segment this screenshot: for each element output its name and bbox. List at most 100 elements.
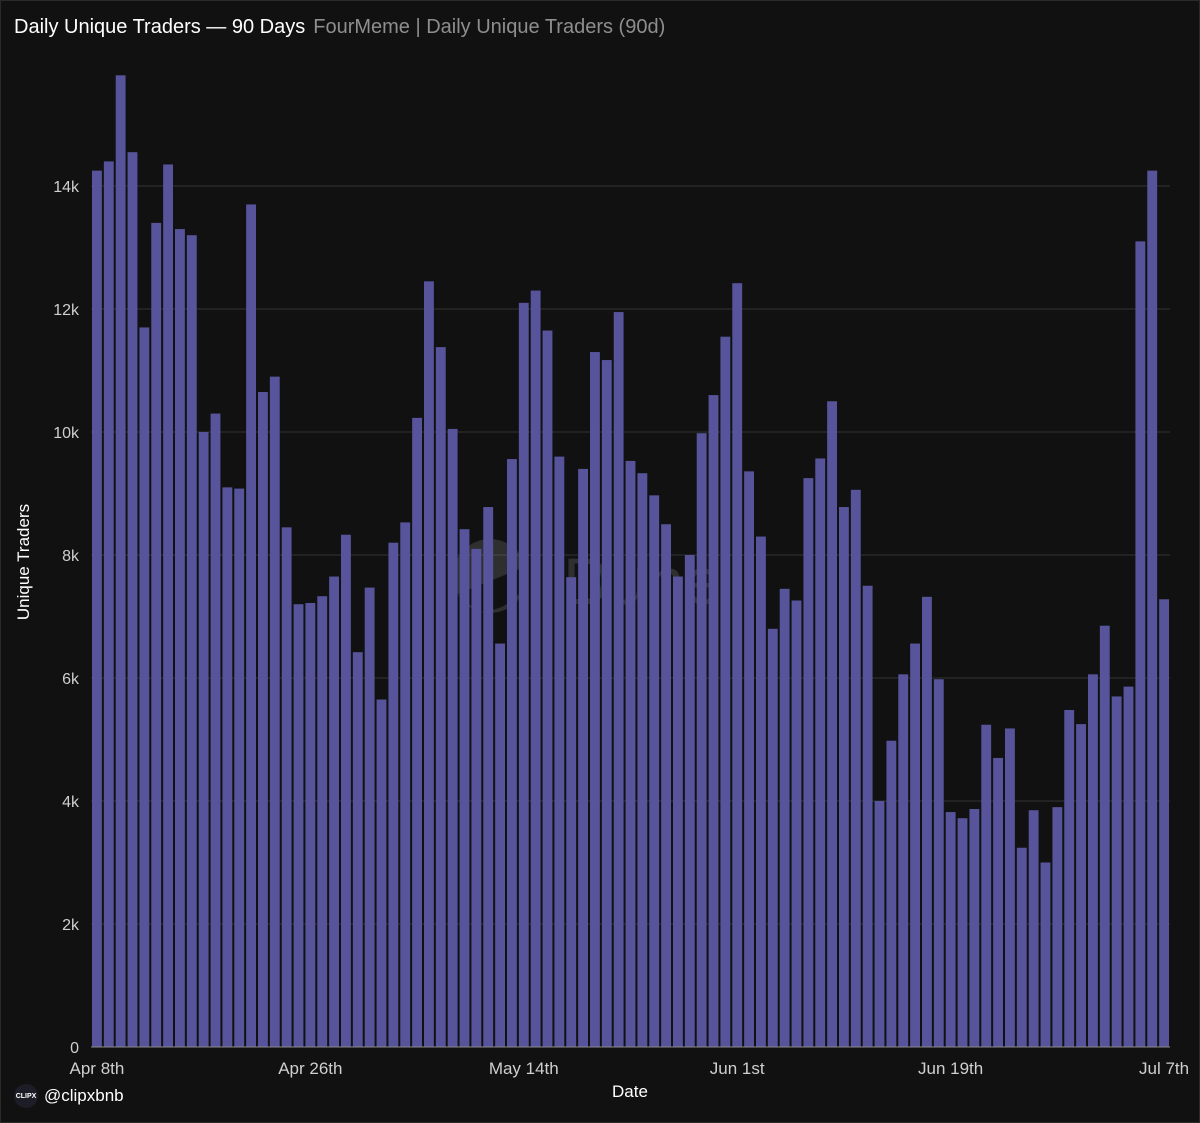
y-tick-label: 6k (62, 671, 80, 688)
bar (1111, 696, 1122, 1047)
bar (388, 542, 399, 1047)
bar (341, 534, 351, 1047)
bar (1052, 807, 1063, 1047)
x-tick-label: Jul 7th (1139, 1059, 1189, 1078)
bar (317, 596, 328, 1047)
bar (186, 235, 197, 1047)
bar (471, 548, 482, 1047)
bar (246, 204, 256, 1047)
bar (981, 724, 992, 1047)
credit-handle: @clipxbnb (44, 1086, 124, 1105)
bar (424, 281, 434, 1047)
bar (329, 576, 339, 1047)
chart-subtitle: FourMeme | Daily Unique Traders (90d) (313, 16, 666, 38)
y-axis-title: Unique Traders (14, 504, 33, 620)
bar (945, 812, 956, 1047)
bar (151, 222, 162, 1047)
chart-title: Daily Unique Traders — 90 Days (14, 16, 306, 38)
bar (708, 395, 719, 1048)
bar (803, 478, 814, 1047)
bar (874, 801, 885, 1047)
y-tick-label: 10k (53, 425, 80, 442)
credit: CLIPX @clipxbnb (14, 1084, 124, 1108)
bar (542, 330, 553, 1047)
bar (127, 152, 138, 1048)
bar (507, 459, 517, 1047)
y-tick-label: 2k (62, 917, 80, 934)
y-tick-label: 0 (70, 1040, 79, 1057)
bar (435, 347, 446, 1047)
y-tick-label: 12k (53, 302, 80, 319)
bar (922, 596, 932, 1047)
bar (554, 456, 565, 1048)
bar (839, 507, 849, 1047)
bar (175, 229, 185, 1048)
bar (578, 468, 588, 1047)
bar (364, 587, 375, 1047)
bar (779, 588, 790, 1047)
bar (886, 740, 897, 1047)
bar (1028, 810, 1039, 1047)
y-tick-label: 4k (62, 794, 80, 811)
bar (933, 679, 944, 1047)
bar (447, 428, 458, 1047)
bar (293, 604, 304, 1047)
bar (518, 302, 529, 1048)
bar (1159, 599, 1169, 1047)
bar (910, 643, 920, 1047)
bar (850, 489, 861, 1047)
bar (1099, 625, 1110, 1047)
bar (495, 643, 505, 1047)
bar (222, 487, 233, 1048)
clipx-logo-icon: CLIPX (14, 1084, 38, 1108)
bar (376, 699, 387, 1047)
bar (637, 473, 648, 1048)
bar (210, 413, 221, 1047)
bar (103, 161, 114, 1047)
bar (412, 417, 422, 1048)
x-tick-label: Jun 1st (710, 1059, 765, 1078)
chart-header: Daily Unique Traders — 90 Days FourMeme |… (14, 16, 665, 39)
bar (732, 283, 743, 1047)
bar (115, 75, 126, 1048)
bar (791, 600, 802, 1047)
bar (661, 524, 671, 1047)
bar (649, 495, 660, 1048)
x-tick-label: Apr 26th (278, 1059, 342, 1078)
bar (234, 488, 245, 1048)
bar (590, 352, 600, 1047)
bar (305, 602, 316, 1047)
bar (862, 585, 873, 1047)
bar (198, 432, 209, 1047)
bar (827, 401, 837, 1047)
bar (1147, 170, 1158, 1047)
bar (684, 555, 695, 1047)
bar (1123, 686, 1134, 1047)
bar (696, 433, 707, 1048)
bar (530, 290, 541, 1047)
y-tick-label: 14k (53, 179, 80, 196)
bar (1064, 709, 1075, 1047)
bar (720, 336, 731, 1047)
x-tick-label: Apr 8th (70, 1059, 125, 1078)
x-tick-label: May 14th (489, 1059, 559, 1078)
bar (969, 808, 980, 1047)
bar (756, 536, 766, 1047)
bar (1135, 241, 1146, 1048)
bar (1076, 724, 1086, 1047)
bar (767, 628, 778, 1047)
bar (815, 458, 826, 1047)
bar (898, 674, 909, 1047)
bar (269, 376, 280, 1047)
bar (483, 507, 494, 1047)
bar (673, 576, 683, 1047)
bar (993, 757, 1003, 1047)
bar (281, 527, 292, 1047)
bar (625, 460, 636, 1047)
x-tick-label: Jun 19th (918, 1059, 983, 1078)
bar (163, 164, 173, 1048)
bar (139, 327, 150, 1047)
bar (1016, 847, 1027, 1047)
bar (1040, 862, 1051, 1047)
